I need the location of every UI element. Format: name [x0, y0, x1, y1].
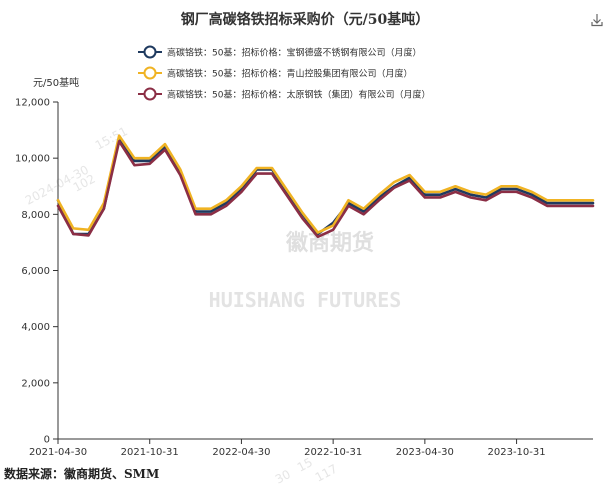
x-tick-label: 2023-10-31 — [488, 447, 546, 458]
x-tick-label: 2021-04-30 — [29, 447, 87, 458]
x-tick-label: 2023-04-30 — [396, 447, 454, 458]
series-line-1 — [56, 134, 595, 234]
legend-item[interactable]: 高碳铬铁：50基：招标价格：太原钢铁（集团）有限公司（月度） — [138, 87, 430, 101]
y-tick-label: 4,000 — [21, 322, 50, 333]
watermark-cn: 徽商期货 — [285, 230, 374, 256]
y-tick-label: 12,000 — [15, 98, 50, 109]
legend-swatch-marker — [143, 45, 157, 59]
legend: 高碳铬铁：50基：招标价格：宝钢德盛不锈钢有限公司（月度） 高碳铬铁：50基：招标… — [138, 45, 430, 101]
watermark-faint-bottom-3: 117 — [313, 462, 340, 485]
legend-swatch-marker — [143, 66, 157, 80]
legend-item[interactable]: 高碳铬铁：50基：招标价格：青山控股集团有限公司（月度） — [138, 66, 412, 80]
legend-swatch-marker — [143, 87, 157, 101]
download-icon[interactable] — [591, 14, 603, 27]
y-tick-label: 10,000 — [15, 154, 50, 165]
series-layer — [56, 134, 595, 239]
y-tick-label: 6,000 — [21, 266, 50, 277]
legend-label: 高碳铬铁：50基：招标价格：太原钢铁（集团）有限公司（月度） — [167, 89, 430, 101]
series-line-2 — [56, 140, 595, 239]
y-axis: 0 2,000 4,000 6,000 8,000 10,000 12,000 — [15, 98, 59, 446]
watermark-faint-bottom-2: 15 — [295, 455, 315, 475]
y-axis-label: 元/50基吨 — [33, 76, 79, 89]
x-tick-label: 2022-10-31 — [304, 447, 362, 458]
legend-label: 高碳铬铁：50基：招标价格：青山控股集团有限公司（月度） — [167, 68, 412, 80]
y-tick-label: 8,000 — [21, 210, 50, 221]
watermark-en: HUISHANG FUTURES — [209, 288, 402, 312]
legend-label: 高碳铬铁：50基：招标价格：宝钢德盛不锈钢有限公司（月度） — [167, 47, 421, 59]
x-axis: 2021-04-30 2021-10-31 2022-04-30 2022-10-31… — [29, 438, 593, 458]
chart-title: 钢厂高碳铬铁招标采购价（元/50基吨） — [181, 11, 430, 28]
x-tick-label: 2022-04-30 — [212, 447, 270, 458]
watermark: 徽商期货 HUISHANG FUTURES 2024-04-30 15:51 1… — [23, 124, 401, 487]
x-tick-label: 2021-10-31 — [121, 447, 179, 458]
y-tick-label: 0 — [44, 435, 50, 446]
watermark-faint-bottom-1: 30 — [273, 467, 293, 487]
source-text: 数据来源：徽商期货、SMM — [4, 466, 159, 481]
legend-item[interactable]: 高碳铬铁：50基：招标价格：宝钢德盛不锈钢有限公司（月度） — [138, 45, 421, 59]
y-tick-label: 2,000 — [21, 378, 50, 389]
